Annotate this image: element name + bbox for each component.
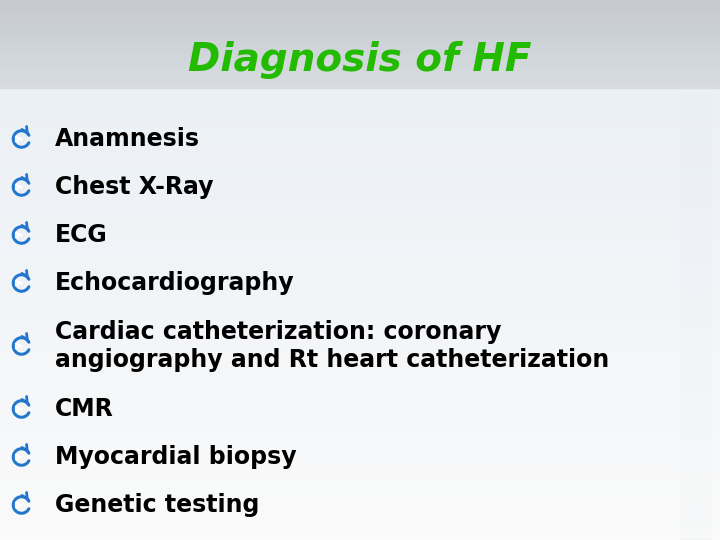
Bar [680, 95, 712, 540]
Circle shape [16, 500, 27, 510]
Text: Diagnosis of HF: Diagnosis of HF [189, 41, 531, 79]
Text: CMR: CMR [55, 397, 114, 421]
Bar [8, 95, 703, 505]
Circle shape [16, 403, 27, 414]
Circle shape [16, 451, 27, 462]
Circle shape [16, 341, 27, 352]
Text: ECG: ECG [55, 223, 108, 247]
Text: Chest X-Ray: Chest X-Ray [55, 175, 214, 199]
Text: Cardiac catheterization: coronary
angiography and Rt heart catheterization: Cardiac catheterization: coronary angiog… [55, 320, 609, 373]
Text: Echocardiography: Echocardiography [55, 271, 294, 295]
Circle shape [16, 133, 27, 144]
Circle shape [16, 230, 27, 240]
Circle shape [16, 181, 27, 192]
Circle shape [16, 278, 27, 288]
Text: Genetic testing: Genetic testing [55, 493, 259, 517]
Text: Myocardial biopsy: Myocardial biopsy [55, 445, 297, 469]
Text: Anamnesis: Anamnesis [55, 127, 200, 151]
